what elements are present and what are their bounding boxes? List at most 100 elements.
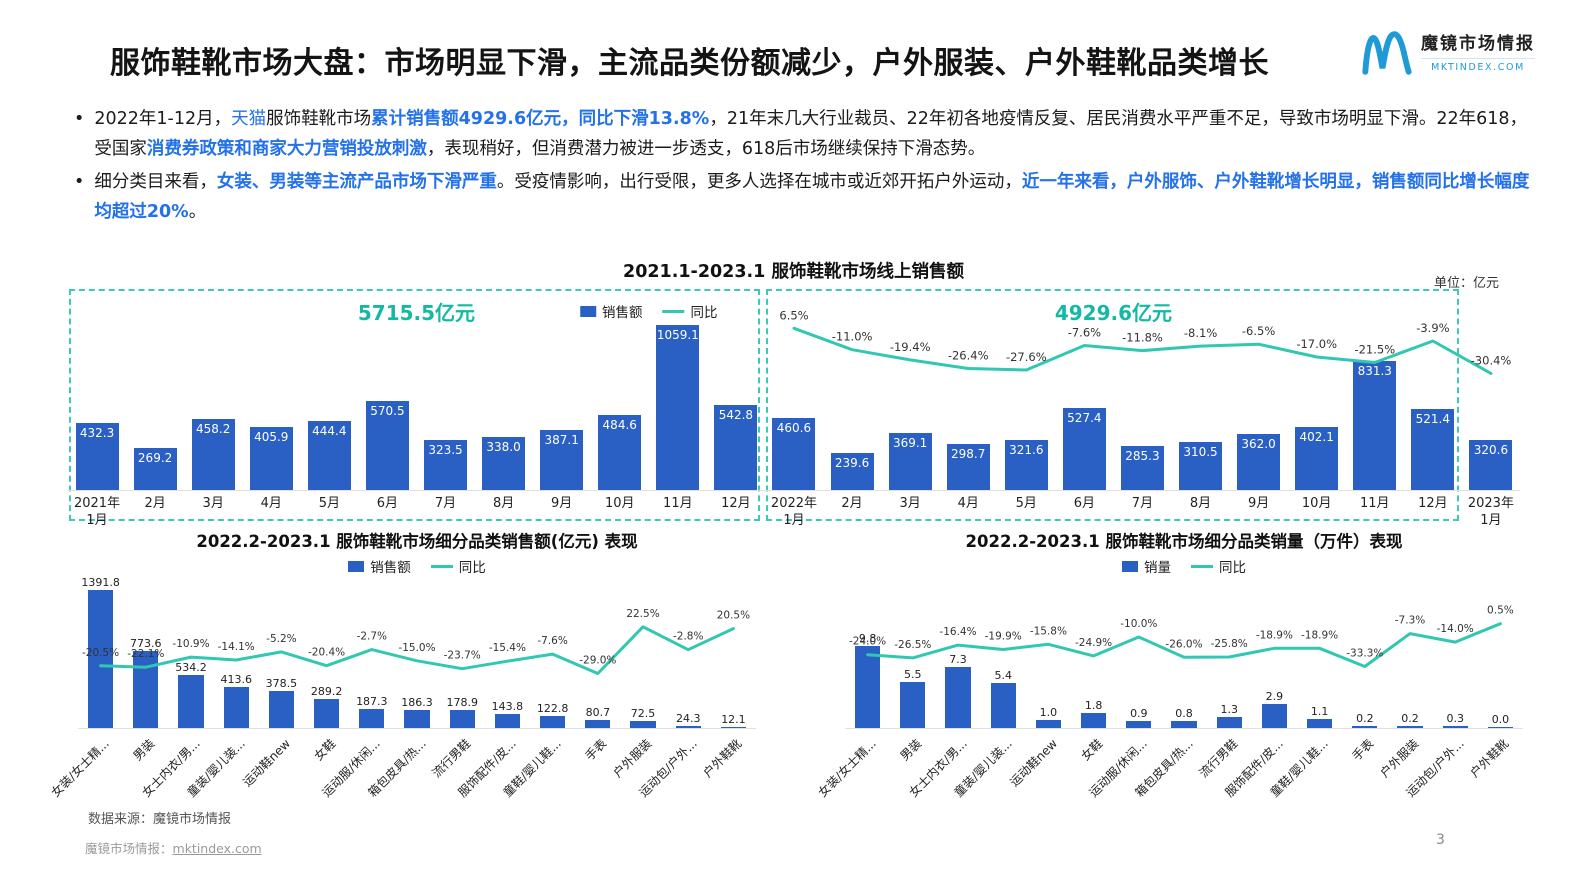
month-label: 2021年 1月 <box>68 490 127 528</box>
category-label: 运动包/户外... <box>1403 728 1478 808</box>
year-2021-highlight-box <box>69 289 760 521</box>
month-column: 570.5 6月 <box>358 289 417 526</box>
bar-value-label: 1059.1 <box>656 328 699 342</box>
category-column: 0.2 户外服装 <box>1378 580 1433 808</box>
category-bar <box>359 709 385 728</box>
category-bar <box>854 646 881 728</box>
bar-value-label: 12.1 <box>721 712 746 726</box>
category-bar <box>1261 703 1288 728</box>
footer-brand: 魔镜市场情报： <box>85 841 173 856</box>
bar-value-label: 7.3 <box>949 652 967 666</box>
category-label: 男装 <box>123 728 169 808</box>
bar-value-label: 460.6 <box>776 421 812 436</box>
bar-value-label: 362.0 <box>1241 436 1276 451</box>
month-column: 320.6 2023年 1月 <box>1461 289 1520 528</box>
bar-value-label: 527.4 <box>1067 410 1102 425</box>
text-segment: 消费券政策和商家大力营销投放刺激 <box>146 139 427 160</box>
month-column: 432.3 2021年 1月 <box>68 289 127 528</box>
footer-link[interactable]: mktindex.com <box>172 841 262 856</box>
category-label: 手表 <box>1342 728 1388 808</box>
total-2022-label: 4929.6亿元 <box>1054 301 1173 325</box>
mktindex-logo-icon <box>1362 31 1412 75</box>
year-2022-highlight-box <box>765 289 1459 521</box>
category-bar <box>630 720 656 728</box>
month-label: 11月 <box>1345 490 1404 526</box>
category-label: 箱包皮具/热... <box>365 728 440 808</box>
bars-container: 432.3 2021年 1月 269.2 2月 458.2 3月 405.9 4月 444.4 5… <box>68 289 1520 528</box>
line-swatch-icon <box>1191 564 1213 568</box>
category-bar <box>87 590 114 728</box>
month-label: 5月 <box>997 490 1056 526</box>
bar-value-label: 239.6 <box>834 455 870 470</box>
chart-legend: 销售额 同比 <box>78 556 756 576</box>
bar-value-label: 570.5 <box>370 404 405 419</box>
plot-area: 9.8 女装/女士精... 5.5 男装 7.3 女士内衣/男... 5.4 童装/婴儿装..… <box>816 580 1524 808</box>
category-bar <box>1126 720 1152 728</box>
category-column: 9.8 女装/女士精... <box>816 580 891 808</box>
bullet-item: • 2022年1-12月，天猫服饰鞋靴市场累计销售额4929.6亿元，同比下滑13… <box>74 104 1530 164</box>
bar-swatch-icon <box>348 560 365 572</box>
sales-bar: 323.5 <box>424 439 467 490</box>
month-column: 269.2 2月 <box>126 289 185 526</box>
category-bar <box>223 687 249 728</box>
bar-value-label: 405.9 <box>254 429 289 444</box>
sales-bar: 362.0 <box>1237 433 1281 490</box>
bullet-item: • 细分类目来看，女装、男装等主流产品市场下滑严重。受疫情影响，出行受限，更多人选… <box>74 167 1530 227</box>
bar-value-label: 269.2 <box>137 451 173 466</box>
logo-brand-name: 魔镜市场情报 <box>1421 34 1535 54</box>
sales-bar: 444.4 <box>307 420 351 490</box>
legend-item-yoy: 同比 <box>430 556 486 576</box>
category-label-text: 男装 <box>897 736 925 764</box>
category-label: 女装/女士精... <box>49 728 124 808</box>
chart-legend: 销量 同比 <box>845 556 1523 576</box>
bar-value-label: 320.6 <box>1473 443 1509 458</box>
bar-value-label: 432.3 <box>79 425 115 440</box>
month-column: 405.9 4月 <box>242 289 301 526</box>
category-column: 72.5 户外服装 <box>611 580 666 808</box>
month-label: 10月 <box>590 490 649 526</box>
bar-value-label: 458.2 <box>196 421 231 436</box>
sales-bar: 298.7 <box>946 443 990 490</box>
bar-value-label: 338.0 <box>486 440 521 455</box>
bar-value-label: 321.6 <box>1009 442 1044 457</box>
main-chart-title: 2021.1-2023.1 服饰鞋靴市场线上销售额 <box>623 262 964 282</box>
bar-value-label: 444.4 <box>312 423 347 438</box>
category-label: 服饰配件/皮... <box>1222 728 1298 808</box>
sales-bar: 405.9 <box>249 426 293 490</box>
category-label: 童鞋/婴儿鞋... <box>501 728 576 808</box>
month-label: 11月 <box>648 490 707 526</box>
sales-bar: 402.1 <box>1295 427 1339 490</box>
chart-title: 2022.2-2023.1 服饰鞋靴市场细分品类销售额(亿元) 表现 <box>196 532 638 551</box>
bar-swatch-icon <box>1122 560 1138 572</box>
bar-swatch-icon <box>580 305 597 317</box>
category-column: 0.3 运动包/户外... <box>1403 580 1478 808</box>
category-label: 流行男鞋 <box>1197 728 1252 808</box>
month-label: 4月 <box>939 490 998 526</box>
bar-value-label: 369.1 <box>892 435 928 450</box>
sales-bar: 239.6 <box>830 452 874 490</box>
category-label: 流行男鞋 <box>430 728 485 808</box>
category-column: 122.8 童鞋/婴儿鞋... <box>501 580 576 808</box>
logo-text: 魔镜市场情报 MKTINDEX.COM <box>1421 29 1535 73</box>
page-title: 服饰鞋靴市场大盘：市场明显下滑，主流品类份额减少，户外服装、户外鞋靴品类增长 <box>110 46 1269 81</box>
bar-value-label: 9.8 <box>858 632 877 645</box>
category-bar <box>1306 718 1333 728</box>
bullet-text: 2022年1-12月，天猫服饰鞋靴市场累计销售额4929.6亿元，同比下滑13.… <box>94 104 1530 164</box>
bar-value-label: 1.0 <box>1039 705 1058 719</box>
month-column: 239.6 2月 <box>823 289 882 526</box>
category-column: 187.3 运动服/休闲... <box>320 580 395 808</box>
sales-bar: 432.3 <box>75 422 119 490</box>
sales-bar: 570.5 <box>365 401 409 490</box>
category-label: 女鞋 <box>1071 728 1117 808</box>
bar-value-label: 178.9 <box>446 696 478 710</box>
month-label: 2月 <box>823 490 882 526</box>
sales-bar: 484.6 <box>598 414 642 490</box>
month-label: 8月 <box>474 490 533 526</box>
category-bar <box>720 726 747 728</box>
category-label: 户外鞋靴 <box>1468 728 1524 808</box>
month-column: 542.8 12月 <box>706 289 765 526</box>
sales-bar: 521.4 <box>1411 408 1455 490</box>
month-column: 402.1 10月 <box>1287 289 1346 526</box>
month-column: 338.0 8月 <box>474 289 533 526</box>
